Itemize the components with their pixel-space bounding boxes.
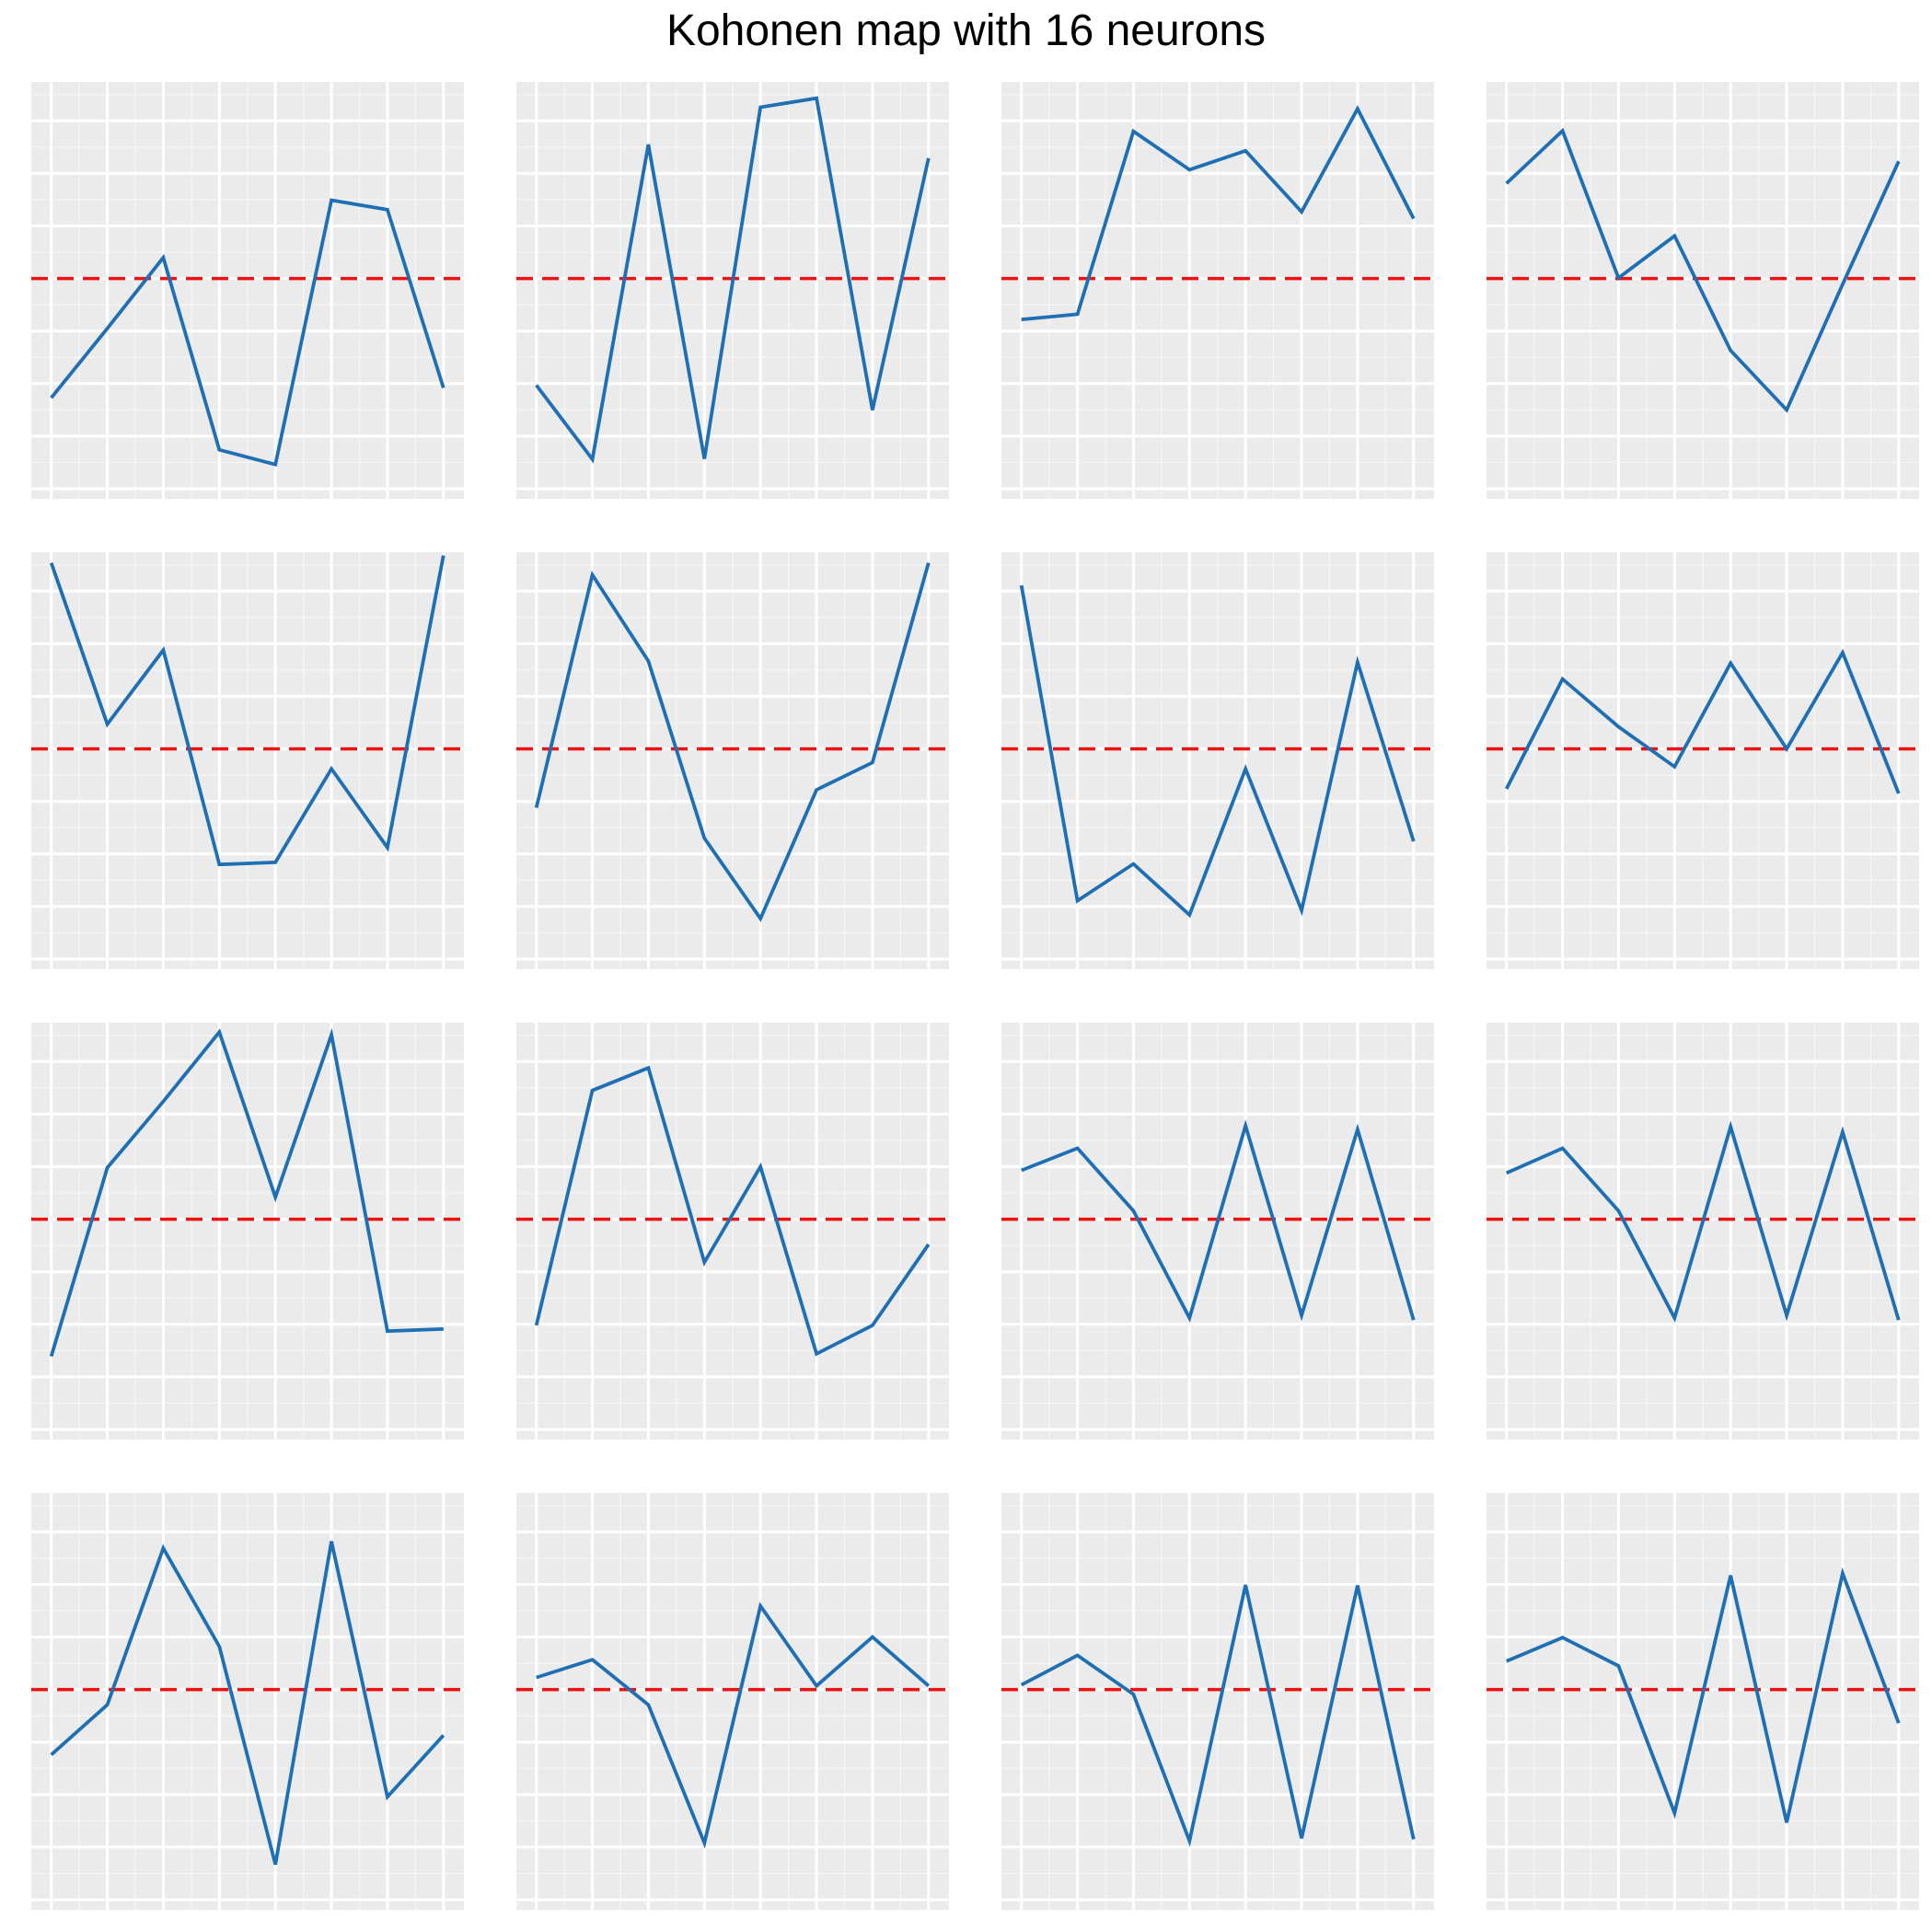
series-line bbox=[49, 1027, 444, 1358]
series-line bbox=[50, 1541, 445, 1866]
panel-5 bbox=[31, 552, 464, 969]
panel-15 bbox=[1001, 1493, 1434, 1910]
panel-13 bbox=[31, 1493, 464, 1910]
panel-1 bbox=[31, 82, 464, 499]
chart-title: Kohonen map with 16 neurons bbox=[665, 6, 1267, 55]
series-line bbox=[534, 1065, 931, 1357]
panel-6 bbox=[516, 552, 949, 969]
series-line bbox=[49, 555, 445, 867]
panel-3 bbox=[1001, 82, 1434, 499]
panel-12 bbox=[1487, 1023, 1919, 1440]
series-line bbox=[535, 96, 931, 464]
panel-9 bbox=[31, 1023, 464, 1440]
series-line bbox=[1020, 1584, 1416, 1847]
panel-16 bbox=[1487, 1493, 1919, 1910]
series-line bbox=[534, 561, 931, 922]
series-line bbox=[1505, 648, 1901, 794]
panel-14 bbox=[516, 1493, 949, 1910]
panel-7 bbox=[1001, 552, 1434, 969]
panel-8 bbox=[1487, 552, 1919, 969]
series-line bbox=[50, 198, 445, 468]
series-line bbox=[1505, 1567, 1901, 1823]
series-line bbox=[1021, 1119, 1416, 1323]
series-line bbox=[536, 1602, 931, 1849]
series-line bbox=[1021, 105, 1416, 321]
series-line bbox=[1505, 1120, 1901, 1323]
series-line bbox=[1505, 127, 1901, 413]
panel-2 bbox=[516, 82, 949, 499]
series-line bbox=[1019, 584, 1416, 919]
panel-10 bbox=[516, 1023, 949, 1440]
panel-11 bbox=[1001, 1023, 1434, 1440]
panel-4 bbox=[1487, 82, 1919, 499]
